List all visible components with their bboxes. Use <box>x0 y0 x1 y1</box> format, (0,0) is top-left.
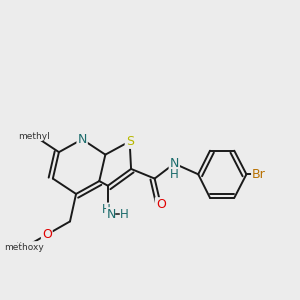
Text: N: N <box>77 133 87 146</box>
Text: N: N <box>169 157 179 170</box>
Text: Br: Br <box>252 168 266 181</box>
Text: O: O <box>156 198 166 211</box>
Text: methoxy: methoxy <box>3 242 40 250</box>
Text: H: H <box>102 203 110 216</box>
Text: methoxy: methoxy <box>4 243 43 252</box>
Text: S: S <box>126 135 134 148</box>
Text: H: H <box>170 168 179 181</box>
Text: methyl: methyl <box>18 132 50 141</box>
Text: N: N <box>107 208 116 221</box>
Text: O: O <box>42 228 52 241</box>
Text: H: H <box>120 208 128 221</box>
